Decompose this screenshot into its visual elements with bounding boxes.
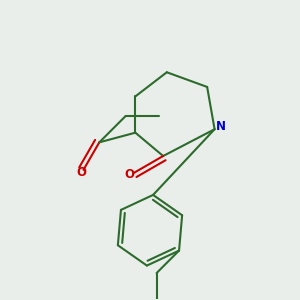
Text: O: O xyxy=(76,166,87,179)
Text: O: O xyxy=(124,168,135,181)
Text: N: N xyxy=(216,120,226,133)
